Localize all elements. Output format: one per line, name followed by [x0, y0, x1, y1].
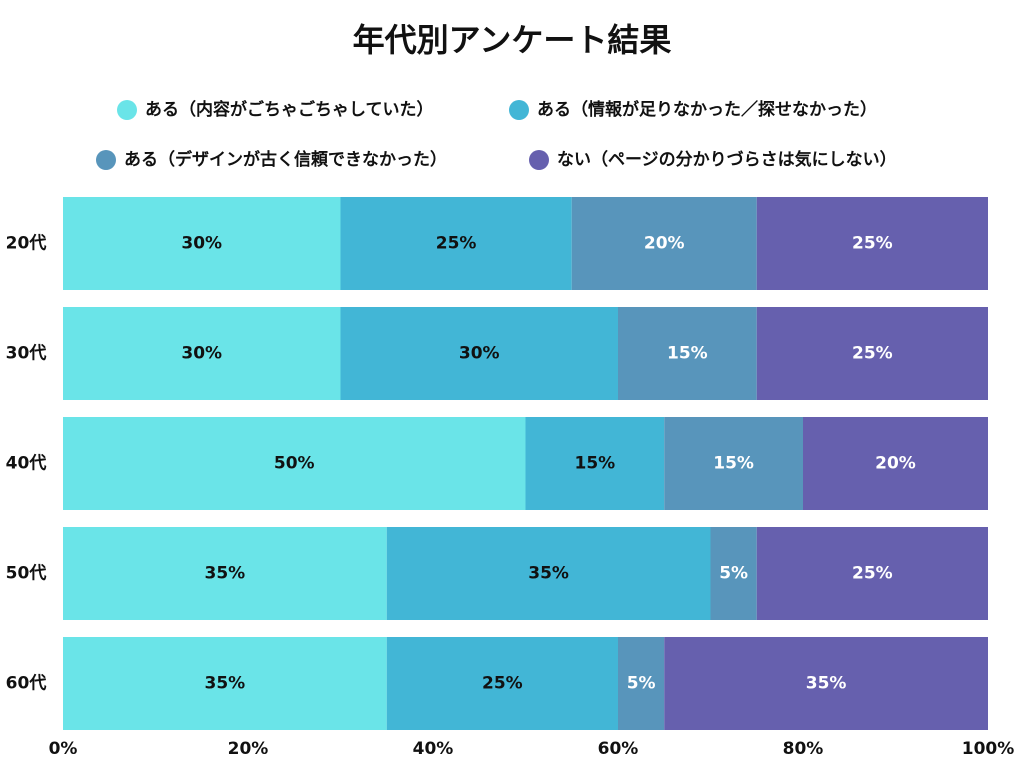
legend-label: ある（デザインが古く信頼できなかった） [124, 149, 447, 170]
bar-segment [63, 417, 526, 510]
value-label: 35% [205, 564, 246, 584]
x-tick-label: 40% [413, 739, 454, 759]
bar-segment [664, 417, 803, 510]
legend-label: ない（ページの分かりづらさは気にしない） [557, 149, 897, 170]
value-label: 35% [205, 674, 246, 694]
x-tick-label: 100% [962, 739, 1015, 759]
value-label: 15% [575, 454, 616, 474]
bar-segment [63, 197, 341, 290]
bar-segment [618, 307, 757, 400]
value-label: 30% [181, 344, 222, 364]
value-label: 20% [644, 234, 685, 254]
value-label: 25% [852, 344, 893, 364]
x-tick-label: 20% [228, 739, 269, 759]
x-tick-label: 80% [783, 739, 824, 759]
y-tick-label: 30代 [6, 343, 47, 364]
value-label: 20% [875, 454, 916, 474]
value-label: 25% [482, 674, 523, 694]
value-label: 5% [719, 564, 748, 584]
bar-segment [340, 197, 572, 290]
bar-segment [756, 197, 988, 290]
value-label: 25% [852, 564, 893, 584]
y-tick-label: 50代 [6, 563, 47, 584]
bar-segment [756, 527, 988, 620]
value-label: 30% [181, 234, 222, 254]
bar-segment [664, 637, 988, 730]
legend-marker [529, 150, 549, 170]
bar-segment [63, 307, 341, 400]
bar-segment [571, 197, 757, 290]
value-label: 25% [436, 234, 477, 254]
bar-segment [63, 637, 387, 730]
legend-label: ある（情報が足りなかった／探せなかった） [537, 99, 877, 120]
value-label: 15% [713, 454, 754, 474]
legend-marker [96, 150, 116, 170]
value-label: 35% [806, 674, 847, 694]
bar-segment [756, 307, 988, 400]
y-tick-label: 60代 [6, 673, 47, 694]
value-label: 35% [528, 564, 569, 584]
value-label: 50% [274, 454, 315, 474]
value-label: 25% [852, 234, 893, 254]
x-tick-label: 60% [598, 739, 639, 759]
bar-segment [618, 637, 665, 730]
bar-segment [63, 527, 387, 620]
bar-segment [386, 527, 711, 620]
value-label: 30% [459, 344, 500, 364]
legend-marker [117, 100, 137, 120]
bar-segment [803, 417, 988, 510]
value-label: 15% [667, 344, 708, 364]
legend-label: ある（内容がごちゃごちゃしていた） [145, 99, 434, 120]
y-tick-label: 20代 [6, 233, 47, 254]
legend-marker [509, 100, 529, 120]
bar-segment [386, 637, 618, 730]
chart-title: 年代別アンケート結果 [353, 21, 672, 59]
bar-segment [710, 527, 757, 620]
bar-segment [525, 417, 665, 510]
x-tick-label: 0% [49, 739, 78, 759]
bar-segment [340, 307, 618, 400]
value-label: 5% [627, 674, 656, 694]
y-tick-label: 40代 [6, 453, 47, 474]
